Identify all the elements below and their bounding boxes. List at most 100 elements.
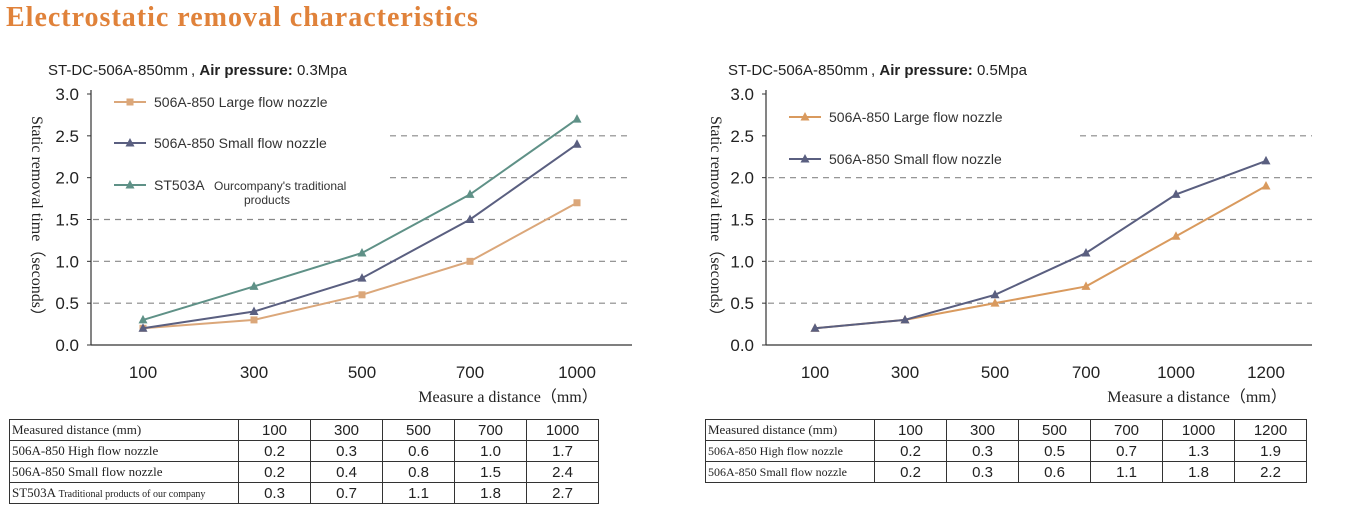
row-label-extra: Traditional products of our company — [58, 489, 206, 500]
data-point — [900, 314, 910, 324]
table-cell: 0.3 — [238, 482, 311, 504]
table-header-cell: Measured distance (mm) — [705, 419, 875, 441]
table-col-header: 100 — [238, 419, 311, 441]
legend-label: 506A-850 Large flow nozzle — [829, 109, 1003, 125]
table-cell: 0.5 — [1018, 440, 1091, 462]
table-row-label: ST503A Traditional products of our compa… — [9, 482, 239, 504]
chart-1-title: ST-DC-506A-850mm , Air pressure: 0.3Mpa — [48, 62, 347, 79]
data-point — [1081, 247, 1091, 257]
y-tick-label: 2.0 — [55, 169, 79, 188]
y-tick-label: 0.5 — [55, 294, 79, 313]
table-header-cell: Measured distance (mm) — [9, 419, 239, 441]
legend-marker — [800, 154, 810, 163]
x-tick-label: 1200 — [1247, 363, 1285, 382]
x-axis-label: Measure a distance（mm） — [418, 388, 598, 406]
data-point — [249, 281, 259, 290]
data-point — [810, 323, 820, 332]
table-cell: 2.4 — [526, 461, 599, 483]
x-tick-label: 1000 — [558, 363, 596, 382]
table-cell: 1.3 — [1162, 440, 1235, 462]
data-point — [990, 289, 1000, 299]
table-row: 506A-850 High flow nozzle 0.2 0.3 0.5 0.… — [705, 440, 1307, 462]
data-point — [990, 298, 1000, 307]
chart-2-model: ST-DC-506A-850mm , — [728, 62, 876, 79]
table-cell: 1.7 — [526, 440, 599, 462]
data-point — [138, 323, 148, 332]
table-cell: 1.8 — [454, 482, 527, 504]
legend-marker — [800, 112, 810, 121]
table-row-label: 506A-850 High flow nozzle — [9, 440, 239, 462]
data-point — [1261, 155, 1271, 165]
chart-2-pressure-value: 0.5Mpa — [976, 62, 1027, 79]
table-cell: 0.6 — [382, 440, 455, 462]
table-cell: 1.9 — [1234, 440, 1307, 462]
data-point — [249, 306, 259, 316]
y-tick-label: 3.0 — [730, 85, 754, 104]
table-row: 506A-850 Small flow nozzle 0.2 0.3 0.6 1… — [705, 461, 1307, 483]
table-cell: 0.4 — [310, 461, 383, 483]
y-axis-label: Static removal time（seconds） — [707, 116, 725, 324]
y-tick-label: 2.5 — [55, 127, 79, 146]
data-point — [357, 273, 367, 282]
table-row-label: 506A-850 High flow nozzle — [705, 440, 875, 462]
table-col-header: 700 — [1090, 419, 1163, 441]
table-row: Measured distance (mm) 100 300 500 700 1… — [705, 419, 1307, 441]
table-col-header: 1000 — [1162, 419, 1235, 441]
table-col-header: 1000 — [526, 419, 599, 441]
legend-label: 506A-850 Small flow nozzle — [829, 151, 1002, 167]
table-cell: 2.7 — [526, 482, 599, 504]
table-col-header: 1200 — [1234, 419, 1307, 441]
table-cell: 0.2 — [238, 440, 311, 462]
series-line — [814, 185, 1267, 330]
chart-2-pressure-label: Air pressure: — [879, 62, 973, 79]
chart-2-title: ST-DC-506A-850mm , Air pressure: 0.5Mpa — [728, 62, 1027, 79]
table-cell: 0.3 — [310, 440, 383, 462]
y-tick-label: 0.0 — [730, 336, 754, 355]
table-cell: 0.6 — [1018, 461, 1091, 483]
table-col-header: 300 — [310, 419, 383, 441]
legend-marker — [126, 98, 134, 106]
y-tick-label: 1.5 — [730, 211, 754, 230]
x-tick-label: 500 — [981, 363, 1009, 382]
chart-1-pressure-value: 0.3Mpa — [296, 62, 347, 79]
data-point — [465, 189, 475, 198]
legend-label-extra: products — [244, 193, 290, 207]
y-tick-label: 2.0 — [730, 169, 754, 188]
page-title: Electrostatic removal characteristics — [6, 2, 479, 33]
data-point — [465, 214, 475, 223]
series-line — [142, 201, 578, 330]
x-tick-label: 300 — [240, 363, 268, 382]
data-point — [1171, 231, 1181, 240]
table-col-header: 500 — [382, 419, 455, 441]
y-tick-label: 0.0 — [55, 336, 79, 355]
chart-1-model: ST-DC-506A-850mm , — [48, 62, 196, 79]
legend-label: 506A-850 Small flow nozzle — [154, 135, 327, 151]
chart-1-pressure-label: Air pressure: — [199, 62, 293, 79]
x-tick-label: 700 — [456, 363, 484, 382]
x-tick-label: 1000 — [1157, 363, 1195, 382]
table-cell: 0.2 — [874, 461, 947, 483]
table-row-label: 506A-850 Small flow nozzle — [9, 461, 239, 483]
data-point — [1171, 189, 1181, 198]
data-point — [250, 316, 258, 324]
table-cell: 1.1 — [1090, 461, 1163, 483]
table-cell: 0.3 — [946, 461, 1019, 483]
chart-2-data-table: Measured distance (mm) 100 300 500 700 1… — [705, 419, 1307, 483]
x-tick-label: 500 — [348, 363, 376, 382]
y-tick-label: 1.0 — [730, 252, 754, 271]
y-tick-label: 1.5 — [55, 211, 79, 230]
table-col-header: 700 — [454, 419, 527, 441]
x-tick-label: 100 — [129, 363, 157, 382]
legend-marker — [125, 138, 135, 147]
x-tick-label: 300 — [891, 363, 919, 382]
y-tick-label: 2.5 — [730, 127, 754, 146]
table-row: 506A-850 High flow nozzle 0.2 0.3 0.6 1.… — [9, 440, 599, 462]
table-row: Measured distance (mm) 100 300 500 700 1… — [9, 419, 599, 441]
data-point — [1081, 281, 1091, 290]
row-label-main: ST503A — [12, 485, 56, 500]
legend-label-extra: Ourcompany's traditional — [214, 179, 346, 193]
chart-1-data-table: Measured distance (mm) 100 300 500 700 1… — [9, 419, 599, 504]
data-point — [1261, 181, 1271, 190]
data-point — [572, 114, 582, 123]
table-row-label: 506A-850 Small flow nozzle — [705, 461, 875, 483]
